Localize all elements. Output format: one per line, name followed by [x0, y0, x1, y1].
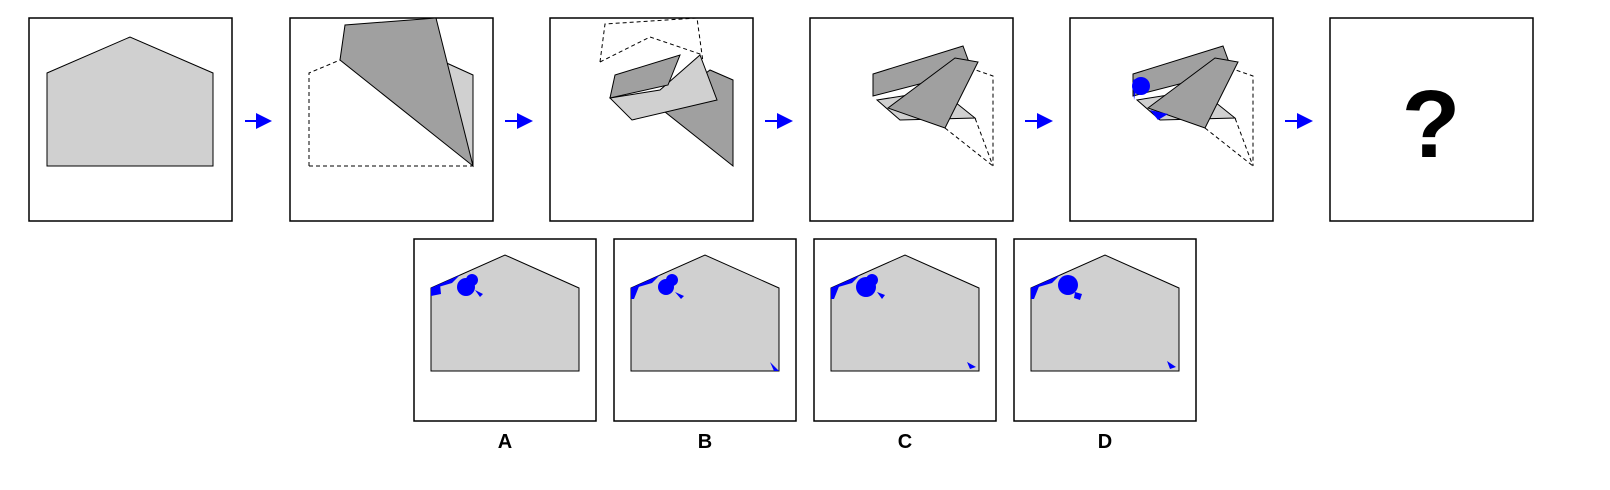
step-1-panel: [28, 17, 233, 222]
punch-holes: [631, 274, 779, 371]
question-panel: ?: [1329, 17, 1534, 222]
option-a-panel[interactable]: [413, 238, 597, 422]
punch-holes: [1031, 275, 1176, 369]
option-b-panel[interactable]: [613, 238, 797, 422]
punch-holes: [431, 274, 483, 297]
step-5-panel: [1069, 17, 1274, 222]
folded-flap: [339, 17, 474, 168]
punch-holes: [831, 274, 976, 369]
option-d-label[interactable]: D: [1097, 431, 1113, 453]
option-a-label[interactable]: A: [497, 431, 513, 453]
option-d-panel[interactable]: [1013, 238, 1197, 422]
option-b-label[interactable]: B: [697, 431, 713, 453]
step-3-panel: [549, 17, 754, 222]
step-4-panel: [809, 17, 1014, 222]
option-c-label[interactable]: C: [897, 431, 913, 453]
option-c-panel[interactable]: [813, 238, 997, 422]
question-mark: ?: [1402, 71, 1461, 178]
step-2-panel: [289, 17, 494, 222]
unfolded-paper: [46, 36, 214, 167]
punch-holes: [1132, 77, 1168, 120]
